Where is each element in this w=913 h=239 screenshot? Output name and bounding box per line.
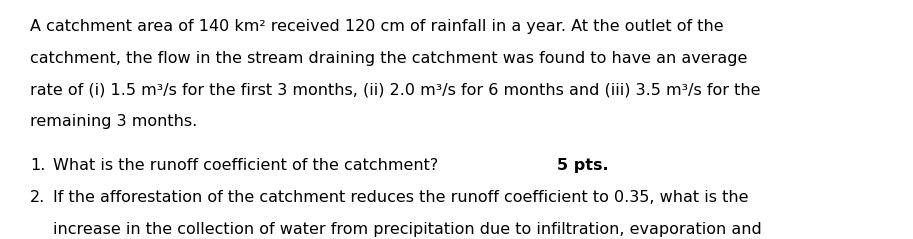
Text: 2.: 2. <box>30 190 46 205</box>
Text: rate of (i) 1.5 m³/s for the first 3 months, (ii) 2.0 m³/s for 6 months and (iii: rate of (i) 1.5 m³/s for the first 3 mon… <box>30 82 761 97</box>
Text: If the afforestation of the catchment reduces the runoff coefficient to 0.35, wh: If the afforestation of the catchment re… <box>53 190 749 205</box>
Text: 5 pts.: 5 pts. <box>557 158 608 174</box>
Text: catchment, the flow in the stream draining the catchment was found to have an av: catchment, the flow in the stream draini… <box>30 51 748 66</box>
Text: remaining 3 months.: remaining 3 months. <box>30 114 197 129</box>
Text: What is the runoff coefficient of the catchment?: What is the runoff coefficient of the ca… <box>53 158 444 174</box>
Text: 1.: 1. <box>30 158 46 174</box>
Text: increase in the collection of water from precipitation due to infiltration, evap: increase in the collection of water from… <box>53 222 761 237</box>
Text: A catchment area of 140 km² received 120 cm of rainfall in a year. At the outlet: A catchment area of 140 km² received 120… <box>30 19 724 34</box>
